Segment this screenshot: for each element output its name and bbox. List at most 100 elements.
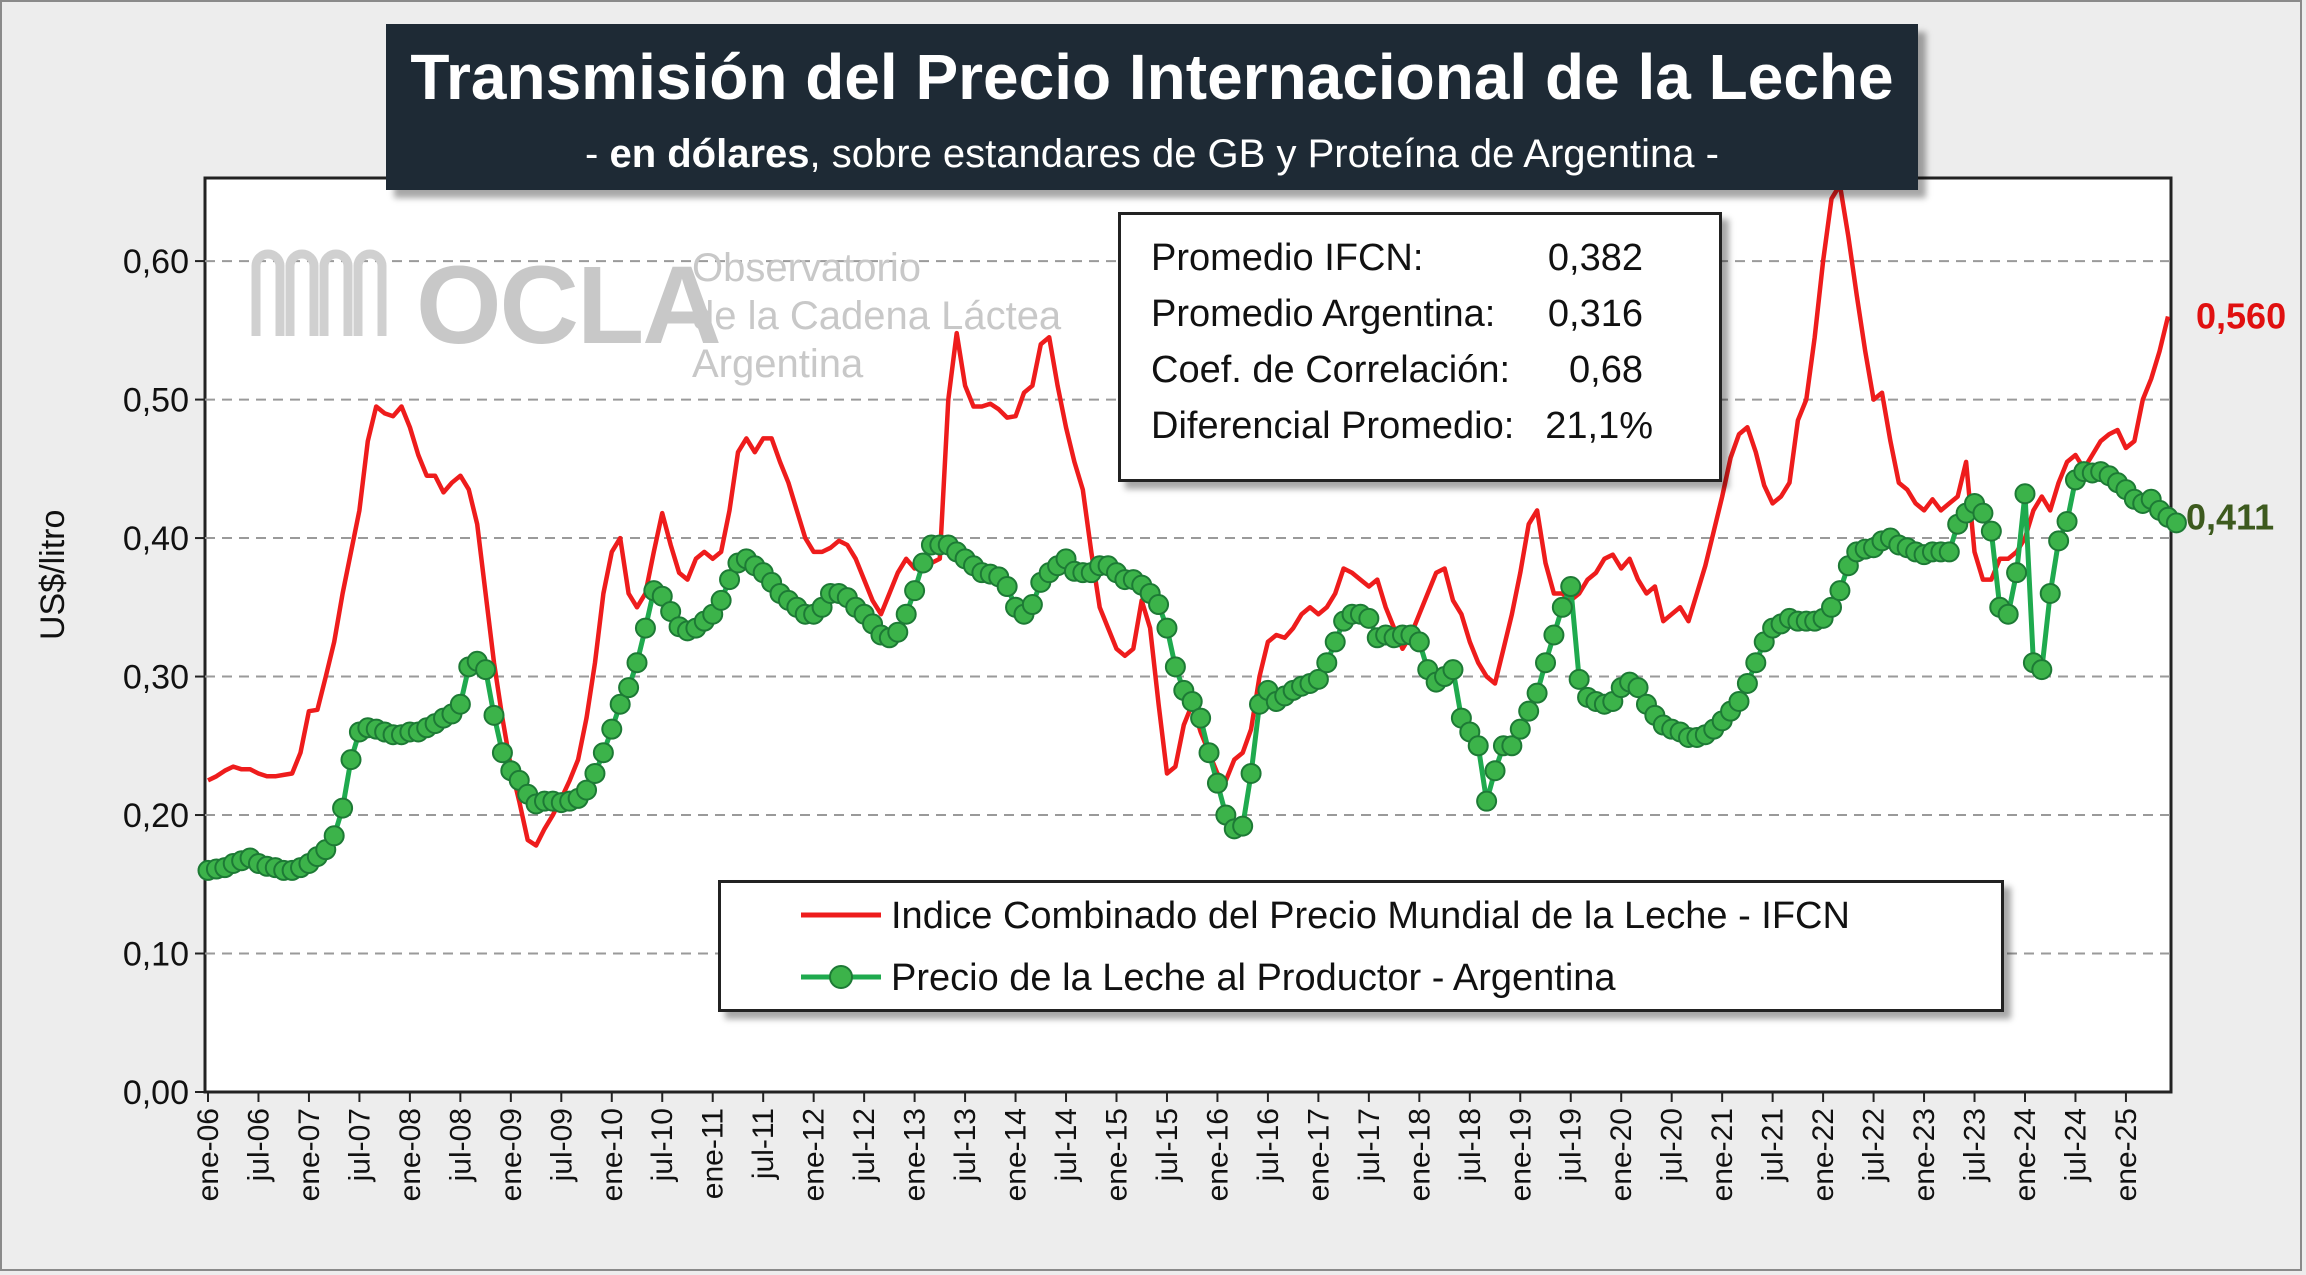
legend-label-ifcn: Indice Combinado del Precio Mundial de l… <box>891 895 1850 937</box>
x-tick-label: ene-07 <box>293 1108 326 1201</box>
series-point-argentina <box>1745 652 1767 674</box>
series-point-argentina <box>332 797 354 819</box>
stats-panel: Promedio IFCN: 0,382 Promedio Argentina:… <box>1118 212 1722 482</box>
x-tick-label: jul-15 <box>1151 1108 1184 1182</box>
series-point-argentina <box>491 742 513 764</box>
series-point-argentina <box>1551 596 1573 618</box>
series-point-argentina <box>618 677 640 699</box>
x-tick-label: jul-16 <box>1252 1108 1285 1182</box>
series-point-argentina <box>2006 562 2028 584</box>
y-tick-label: 0,00 <box>123 1074 189 1112</box>
series-point-argentina <box>1526 682 1548 704</box>
series-point-argentina <box>1156 617 1178 639</box>
series-point-argentina <box>1206 772 1228 794</box>
series-point-argentina <box>1021 594 1043 616</box>
series-point-argentina <box>1307 668 1329 690</box>
stat-label-correlation: Coef. de Correlación: <box>1151 349 1511 391</box>
x-tick-label: ene-22 <box>1807 1108 1840 1201</box>
series-point-argentina <box>912 552 934 574</box>
legend-label-argentina: Precio de la Leche al Productor - Argent… <box>891 957 1616 999</box>
x-tick-label: ene-06 <box>192 1108 225 1201</box>
x-tick-label: ene-21 <box>1706 1108 1739 1201</box>
series-point-argentina <box>1736 672 1758 694</box>
x-tick-label: ene-17 <box>1302 1108 1335 1201</box>
x-tick-label: ene-23 <box>1908 1108 1941 1201</box>
stat-value-argentina: 0,316 <box>1547 293 1643 335</box>
x-tick-label: ene-19 <box>1504 1108 1537 1201</box>
x-tick-label: ene-20 <box>1605 1108 1638 1201</box>
x-tick-label: ene-25 <box>2110 1108 2143 1201</box>
x-tick-label: jul-23 <box>1959 1108 1992 1182</box>
y-tick-label: 0,50 <box>123 382 189 420</box>
series-point-argentina <box>1568 668 1590 690</box>
x-tick-label: jul-17 <box>1353 1108 1386 1182</box>
watermark-line-2: de la Cadena Láctea <box>692 294 1062 338</box>
series-point-argentina <box>895 603 917 625</box>
x-tick-label: ene-16 <box>1201 1108 1234 1201</box>
stat-label-differential: Diferencial Promedio: <box>1151 405 1515 447</box>
series-point-argentina <box>601 718 623 740</box>
y-axis-ticks: 0,00 0,10 0,20 0,30 0,40 0,50 0,60 <box>123 243 205 1112</box>
last-value-label-ifcn: 0,560 <box>2196 295 2286 336</box>
series-point-argentina <box>996 576 1018 598</box>
series-point-argentina <box>1509 718 1531 740</box>
series-point-argentina <box>2165 512 2187 534</box>
x-tick-label: ene-10 <box>596 1108 629 1201</box>
stat-label-ifcn: Promedio IFCN: <box>1151 237 1424 279</box>
x-tick-label: jul-09 <box>545 1108 578 1182</box>
series-point-argentina <box>1358 607 1380 629</box>
series-point-argentina <box>1442 659 1464 681</box>
series-point-argentina <box>1997 603 2019 625</box>
series-point-argentina <box>1535 652 1557 674</box>
series-point-argentina <box>2014 483 2036 505</box>
series-point-argentina <box>1821 596 1843 618</box>
series-point-argentina <box>626 652 648 674</box>
y-tick-label: 0,20 <box>123 797 189 835</box>
series-point-argentina <box>1316 652 1338 674</box>
series-point-argentina <box>1476 790 1498 812</box>
series-point-argentina <box>584 762 606 784</box>
series-point-argentina <box>1518 700 1540 722</box>
series-point-argentina <box>1484 760 1506 782</box>
series-point-argentina <box>449 693 471 715</box>
series-point-argentina <box>2039 582 2061 604</box>
x-tick-label: jul-21 <box>1757 1108 1790 1182</box>
watermark-logo-graphic <box>251 249 387 336</box>
stat-value-correlation: 0,68 <box>1569 349 1643 391</box>
watermark-logo: OCLA <box>416 244 722 367</box>
y-tick-label: 0,60 <box>123 243 189 281</box>
watermark-line-1: Observatorio <box>692 246 921 290</box>
x-tick-label: jul-18 <box>1454 1108 1487 1182</box>
series-point-argentina <box>1198 742 1220 764</box>
stat-value-differential: 21,1% <box>1545 405 1653 447</box>
subtitle-bold: en dólares <box>609 132 810 176</box>
series-point-argentina <box>1181 690 1203 712</box>
legend: Indice Combinado del Precio Mundial de l… <box>718 880 2004 1012</box>
legend-swatch-argentina <box>801 965 881 989</box>
y-tick-label: 0,10 <box>123 936 189 974</box>
series-point-argentina <box>719 569 741 591</box>
x-tick-label: ene-09 <box>495 1108 528 1201</box>
series-point-argentina <box>1938 541 1960 563</box>
x-tick-label: ene-24 <box>2009 1108 2042 1201</box>
subtitle-rest: , sobre estandares de GB y Proteína de A… <box>809 132 1719 176</box>
series-layer: 0,560 0,411 <box>197 182 2286 881</box>
series-point-argentina <box>475 659 497 681</box>
chart-title: Transmisión del Precio Internacional de … <box>410 41 1894 113</box>
x-tick-label: jul-08 <box>444 1108 477 1182</box>
series-point-argentina <box>1164 656 1186 678</box>
x-tick-label: jul-11 <box>747 1108 780 1180</box>
series-point-argentina <box>576 779 598 801</box>
x-tick-label: jul-19 <box>1555 1108 1588 1182</box>
x-tick-label: jul-10 <box>646 1108 679 1182</box>
last-value-label-argentina: 0,411 <box>2186 496 2274 537</box>
y-tick-label: 0,40 <box>123 520 189 558</box>
legend-swatch-ifcn <box>801 912 881 918</box>
x-tick-label: jul-13 <box>949 1108 982 1182</box>
series-point-argentina <box>483 704 505 726</box>
series-point-argentina <box>887 621 909 643</box>
x-tick-label: ene-13 <box>899 1108 932 1201</box>
series-point-argentina <box>1408 631 1430 653</box>
series-point-argentina <box>2031 659 2053 681</box>
